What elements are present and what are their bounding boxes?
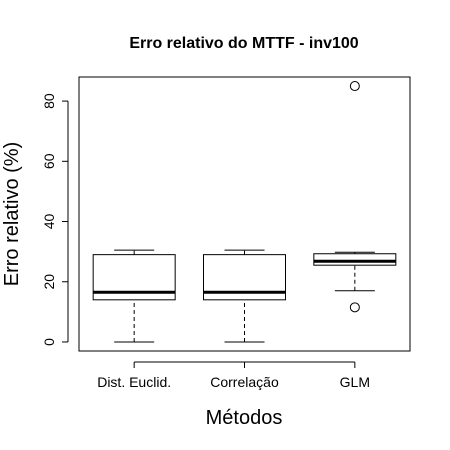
box-iqr bbox=[313, 253, 397, 266]
outlier-point bbox=[349, 302, 360, 313]
box-group bbox=[313, 81, 397, 313]
x-tick-label: GLM bbox=[340, 374, 370, 390]
x-axis: Dist. Euclid. Correlação GLM bbox=[97, 361, 370, 390]
box-group bbox=[203, 249, 286, 343]
plot-frame bbox=[78, 76, 411, 352]
y-tick-label: 40 bbox=[41, 214, 57, 230]
y-axis-label: Erro relativo (%) bbox=[1, 142, 23, 286]
outlier-point bbox=[349, 81, 360, 92]
y-tick-label: 60 bbox=[41, 153, 57, 169]
chart-title: Erro relativo do MTTF - inv100 bbox=[129, 35, 358, 52]
y-tick-label: 20 bbox=[41, 274, 57, 290]
x-axis-label: Métodos bbox=[206, 407, 283, 429]
y-tick-label: 0 bbox=[41, 338, 57, 346]
x-tick-label: Dist. Euclid. bbox=[97, 374, 171, 390]
box-group bbox=[92, 249, 176, 343]
x-tick-label: Correlação bbox=[210, 374, 279, 390]
y-tick-label: 80 bbox=[41, 93, 57, 109]
y-axis: 0 20 40 60 80 bbox=[41, 93, 69, 346]
box-series bbox=[92, 81, 397, 343]
